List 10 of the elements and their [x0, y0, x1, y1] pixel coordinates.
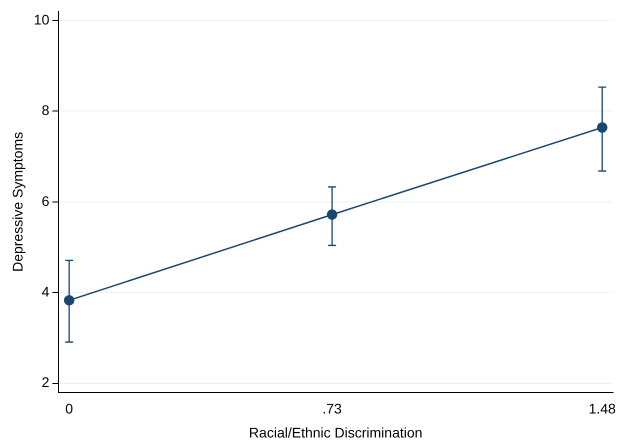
y-tick-label: 4 — [42, 283, 50, 300]
y-axis-title: Depressive Symptoms — [9, 132, 26, 272]
y-tick-label: 10 — [34, 11, 50, 28]
y-tick-label: 6 — [42, 192, 50, 209]
x-tick-label: .73 — [322, 400, 342, 417]
x-axis-title: Racial/Ethnic Discrimination — [248, 424, 422, 440]
y-tick-label: 2 — [42, 374, 50, 390]
x-tick-label: 1.48 — [588, 400, 616, 417]
x-tick-label: 0 — [65, 400, 74, 417]
y-tick-label: 8 — [42, 102, 50, 118]
